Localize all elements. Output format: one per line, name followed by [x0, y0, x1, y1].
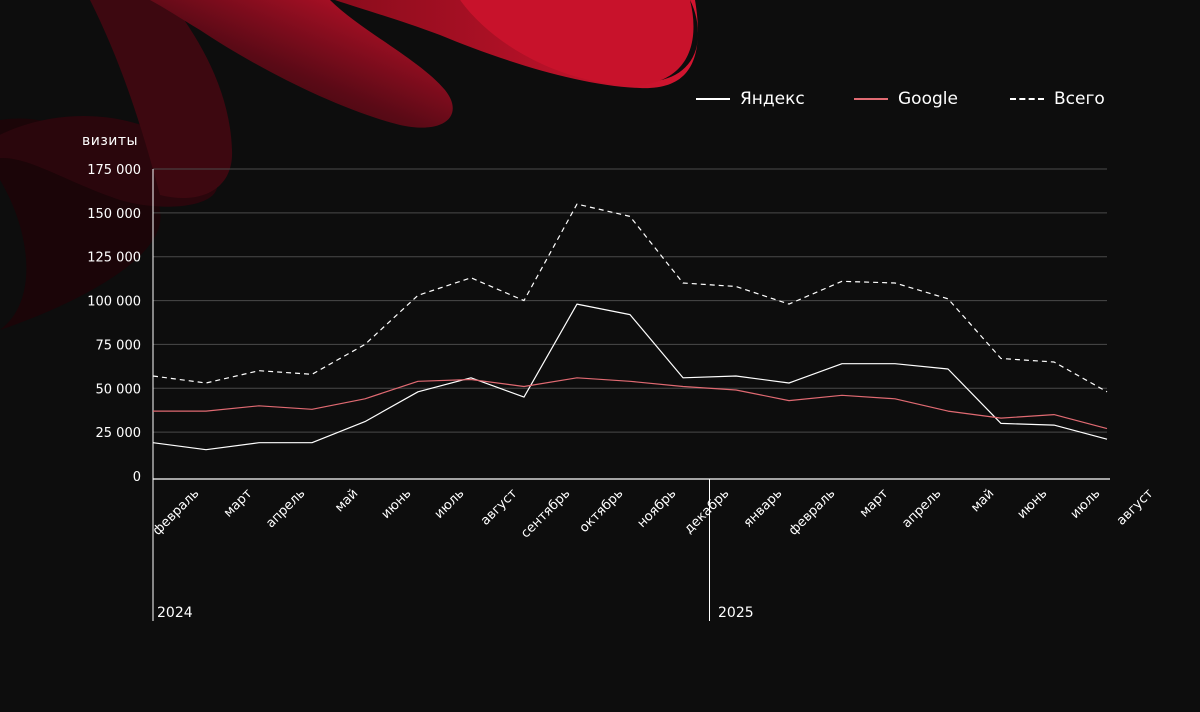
legend-swatch-total: [1010, 98, 1044, 100]
x-tick-label: ноябрь: [635, 486, 680, 531]
legend-item-total: Всего: [1010, 86, 1105, 112]
legend-label-google: Google: [898, 89, 958, 109]
x-tick-label: март: [221, 486, 256, 521]
x-tick-label: май: [968, 486, 997, 515]
decorative-ribbon: [0, 0, 698, 330]
legend-swatch-yandex: [696, 98, 730, 100]
y-tick-label: 125 000: [87, 251, 141, 266]
y-tick-label: 150 000: [87, 207, 141, 222]
y-tick-label: 75 000: [96, 338, 142, 353]
year-label-2024: 2024: [157, 605, 193, 621]
axes: [152, 169, 1110, 621]
legend-item-google: Google: [854, 86, 958, 112]
y-tick-label: 0: [133, 470, 141, 485]
x-tick-label: февраль: [786, 486, 838, 538]
x-tick-label: сентябрь: [518, 486, 573, 541]
x-tick-label: апрель: [899, 486, 944, 531]
series-lines: [152, 203, 1108, 451]
x-tick-label: июль: [1068, 486, 1104, 522]
year-label-2025: 2025: [718, 605, 754, 621]
x-tick-label: июнь: [379, 486, 415, 522]
y-tick-label: 50 000: [96, 382, 142, 397]
y-tick-label: 100 000: [87, 295, 141, 310]
x-tick-label: июль: [432, 486, 468, 522]
legend-label-yandex: Яндекс: [740, 89, 805, 109]
x-tick-label: декабрь: [682, 486, 733, 537]
x-tick-label: август: [478, 486, 521, 529]
legend-swatch-google: [854, 98, 888, 100]
x-tick-label: апрель: [263, 486, 308, 531]
y-tick-label: 25 000: [96, 426, 142, 441]
series-line-google: [153, 377, 1108, 430]
y-axis-title: визиты: [82, 133, 139, 149]
y-axis-ticks: 0 25 000 50 000 75 000 100 000 125 000 150 000…: [87, 163, 141, 485]
x-tick-label: август: [1114, 486, 1157, 529]
series-line-total: [152, 203, 1108, 393]
x-tick-label: март: [857, 486, 892, 521]
x-tick-label: июнь: [1015, 486, 1051, 522]
x-tick-label: январь: [741, 486, 785, 530]
legend: Яндекс Google Всего: [690, 86, 1120, 112]
x-tick-label: октябрь: [577, 486, 627, 536]
x-axis-ticks: февраль март апрель май июнь июль августсентяб…: [150, 486, 1157, 541]
x-tick-label: май: [332, 486, 361, 515]
x-tick-label: февраль: [150, 486, 202, 538]
series-line-yandex: [152, 303, 1108, 451]
legend-label-total: Всего: [1054, 89, 1105, 109]
legend-item-yandex: Яндекс: [696, 86, 805, 112]
y-tick-label: 175 000: [87, 163, 141, 178]
grid-lines: [153, 168, 1107, 433]
